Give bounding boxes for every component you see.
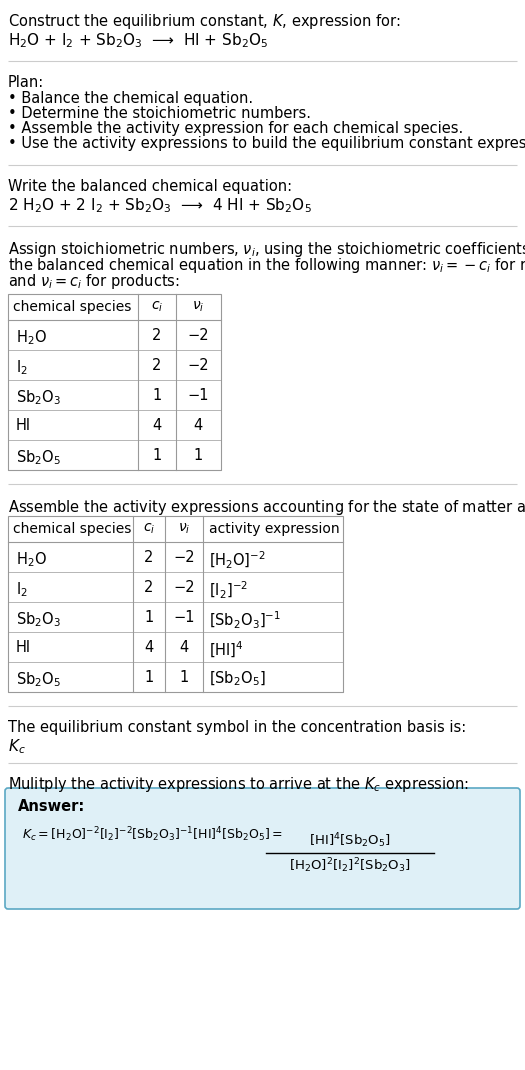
Text: 2: 2: [152, 328, 162, 343]
Text: 4: 4: [144, 640, 154, 655]
Text: chemical species: chemical species: [13, 522, 131, 536]
Text: Plan:: Plan:: [8, 75, 44, 90]
Text: Write the balanced chemical equation:: Write the balanced chemical equation:: [8, 179, 292, 194]
Text: and $\nu_i = c_i$ for products:: and $\nu_i = c_i$ for products:: [8, 272, 180, 291]
Text: −1: −1: [187, 388, 209, 403]
Text: 4: 4: [193, 418, 203, 433]
Text: • Assemble the activity expression for each chemical species.: • Assemble the activity expression for e…: [8, 121, 463, 136]
Text: −2: −2: [173, 580, 195, 595]
Text: $K_c = [\mathrm{H_2O}]^{-2}[\mathrm{I_2}]^{-2}[\mathrm{Sb_2O_3}]^{-1}[\mathrm{HI: $K_c = [\mathrm{H_2O}]^{-2}[\mathrm{I_2}…: [22, 825, 283, 844]
Text: [Sb$_2$O$_3$]$^{-1}$: [Sb$_2$O$_3$]$^{-1}$: [209, 610, 281, 631]
Bar: [8, 294, 221, 470]
Text: Construct the equilibrium constant, $K$, expression for:: Construct the equilibrium constant, $K$,…: [8, 12, 401, 31]
Text: Sb$_2$O$_3$: Sb$_2$O$_3$: [16, 388, 61, 407]
Text: 2: 2: [152, 358, 162, 373]
Text: −1: −1: [173, 610, 195, 625]
Text: [I$_2$]$^{-2}$: [I$_2$]$^{-2}$: [209, 580, 248, 601]
Text: Mulitply the activity expressions to arrive at the $K_c$ expression:: Mulitply the activity expressions to arr…: [8, 775, 469, 794]
Text: 1: 1: [152, 388, 162, 403]
Text: I$_2$: I$_2$: [16, 358, 28, 377]
Text: 1: 1: [193, 448, 203, 463]
Text: Assign stoichiometric numbers, $\nu_i$, using the stoichiometric coefficients, $: Assign stoichiometric numbers, $\nu_i$, …: [8, 240, 525, 259]
Text: $K_c$: $K_c$: [8, 737, 26, 755]
Text: the balanced chemical equation in the following manner: $\nu_i = -c_i$ for react: the balanced chemical equation in the fo…: [8, 256, 525, 275]
Text: 4: 4: [180, 640, 188, 655]
Text: • Use the activity expressions to build the equilibrium constant expression.: • Use the activity expressions to build …: [8, 136, 525, 151]
Text: 2 H$_2$O + 2 I$_2$ + Sb$_2$O$_3$  ⟶  4 HI + Sb$_2$O$_5$: 2 H$_2$O + 2 I$_2$ + Sb$_2$O$_3$ ⟶ 4 HI …: [8, 196, 312, 215]
Text: H$_2$O + I$_2$ + Sb$_2$O$_3$  ⟶  HI + Sb$_2$O$_5$: H$_2$O + I$_2$ + Sb$_2$O$_3$ ⟶ HI + Sb$_…: [8, 31, 268, 49]
Text: [H$_2$O]$^{-2}$: [H$_2$O]$^{-2}$: [209, 550, 266, 571]
Text: Sb$_2$O$_3$: Sb$_2$O$_3$: [16, 610, 61, 629]
Text: [HI]$^4$: [HI]$^4$: [209, 640, 243, 660]
Text: H$_2$O: H$_2$O: [16, 550, 47, 568]
Text: 1: 1: [144, 610, 154, 625]
Text: $c_i$: $c_i$: [143, 522, 155, 536]
Text: Sb$_2$O$_5$: Sb$_2$O$_5$: [16, 670, 61, 689]
Text: The equilibrium constant symbol in the concentration basis is:: The equilibrium constant symbol in the c…: [8, 720, 466, 735]
Text: activity expression: activity expression: [209, 522, 340, 536]
Text: H$_2$O: H$_2$O: [16, 328, 47, 347]
Text: HI: HI: [16, 418, 31, 433]
Text: $\nu_i$: $\nu_i$: [192, 300, 204, 315]
Text: $\nu_i$: $\nu_i$: [178, 522, 190, 536]
Text: −2: −2: [173, 550, 195, 565]
Text: I$_2$: I$_2$: [16, 580, 28, 599]
Text: Assemble the activity expressions accounting for the state of matter and $\nu_i$: Assemble the activity expressions accoun…: [8, 498, 525, 517]
FancyBboxPatch shape: [5, 788, 520, 910]
Text: 1: 1: [180, 670, 188, 685]
Text: −2: −2: [187, 358, 209, 373]
Text: • Balance the chemical equation.: • Balance the chemical equation.: [8, 91, 253, 106]
Text: 2: 2: [144, 550, 154, 565]
Text: • Determine the stoichiometric numbers.: • Determine the stoichiometric numbers.: [8, 106, 311, 121]
Text: 2: 2: [144, 580, 154, 595]
Text: [Sb$_2$O$_5$]: [Sb$_2$O$_5$]: [209, 670, 266, 688]
Text: −2: −2: [187, 328, 209, 343]
Text: $[\mathrm{H_2O}]^2[\mathrm{I_2}]^2[\mathrm{Sb_2O_3}]$: $[\mathrm{H_2O}]^2[\mathrm{I_2}]^2[\math…: [289, 856, 411, 874]
Text: $[\mathrm{HI}]^4[\mathrm{Sb_2O_5}]$: $[\mathrm{HI}]^4[\mathrm{Sb_2O_5}]$: [309, 831, 391, 850]
Text: 1: 1: [144, 670, 154, 685]
Text: Sb$_2$O$_5$: Sb$_2$O$_5$: [16, 448, 61, 467]
Text: chemical species: chemical species: [13, 300, 131, 314]
Text: HI: HI: [16, 640, 31, 655]
Text: 4: 4: [152, 418, 162, 433]
Bar: [8, 516, 343, 692]
Text: 1: 1: [152, 448, 162, 463]
Text: $c_i$: $c_i$: [151, 300, 163, 315]
Text: Answer:: Answer:: [18, 799, 85, 814]
